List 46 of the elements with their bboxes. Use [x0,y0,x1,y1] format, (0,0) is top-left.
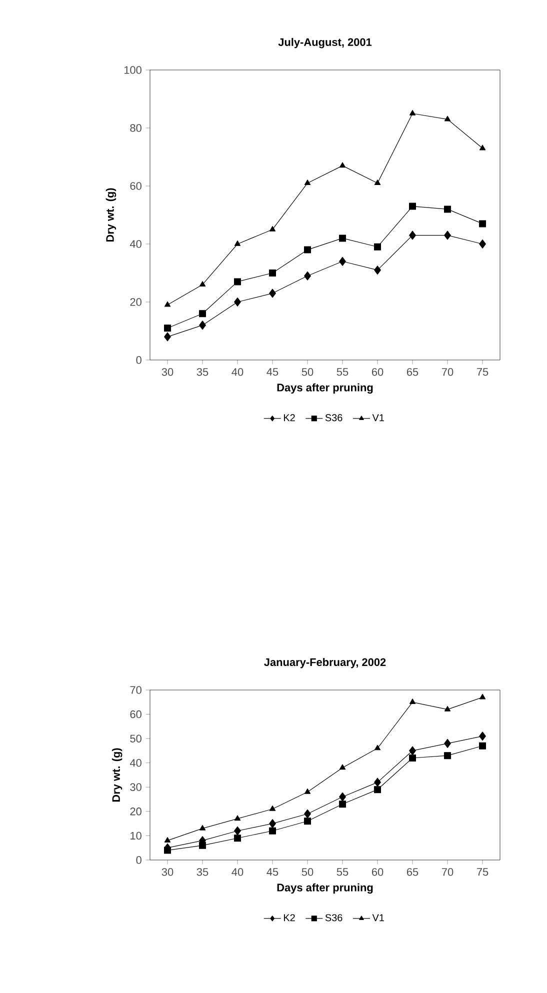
x-tick-label: 45 [266,368,278,376]
y-tick-label: 10 [130,832,142,840]
x-tick-label: 55 [336,868,348,876]
y-tick-label: 60 [130,710,142,718]
y-tick-label: 60 [130,182,142,190]
legend-label: S36 [325,914,342,922]
x-tick-label: 65 [406,368,418,376]
x-tick-label: 50 [302,868,314,876]
x-tick-label: 55 [336,368,348,376]
legend-label: S36 [325,414,342,422]
y-tick-label: 100 [124,66,142,74]
x-tick-label: 60 [372,868,384,876]
legend-label: V1 [372,414,384,422]
legend-label: K2 [284,914,295,922]
y-tick-label: 40 [130,240,142,248]
y-tick-label: 0 [136,356,142,364]
chart-title: July-August, 2001 [278,38,372,48]
x-tick-label: 75 [476,868,488,876]
x-tick-label: 40 [232,368,244,376]
x-axis-title: Days after pruning [277,383,373,394]
x-tick-label: 45 [266,868,278,876]
y-tick-label: 50 [130,734,142,742]
x-tick-label: 30 [162,368,174,376]
y-tick-label: 40 [130,758,142,767]
y-tick-label: 20 [130,808,142,816]
chart-title: January-February, 2002 [264,658,386,668]
y-tick-label: 20 [130,298,142,306]
legend-label: V1 [372,914,384,922]
x-axis-title: Days after pruning [277,883,373,894]
legend-label: K2 [284,414,295,422]
y-tick-label: 80 [130,124,142,132]
x-tick-label: 60 [372,368,384,376]
x-tick-label: 65 [406,868,418,876]
y-tick-label: 70 [130,686,142,694]
x-tick-label: 30 [162,868,174,876]
y-axis-title: Dry wt. (g) [106,188,116,242]
y-tick-label: 30 [130,783,142,792]
x-tick-label: 50 [302,368,314,376]
y-tick-label: 0 [136,856,142,864]
x-tick-label: 35 [196,368,208,376]
x-tick-label: 70 [442,868,454,876]
y-axis-title: Dry wt. (g) [112,748,122,802]
x-tick-label: 70 [442,368,454,376]
x-tick-label: 35 [196,868,208,876]
x-tick-label: 40 [232,868,244,876]
x-tick-label: 75 [476,368,488,376]
